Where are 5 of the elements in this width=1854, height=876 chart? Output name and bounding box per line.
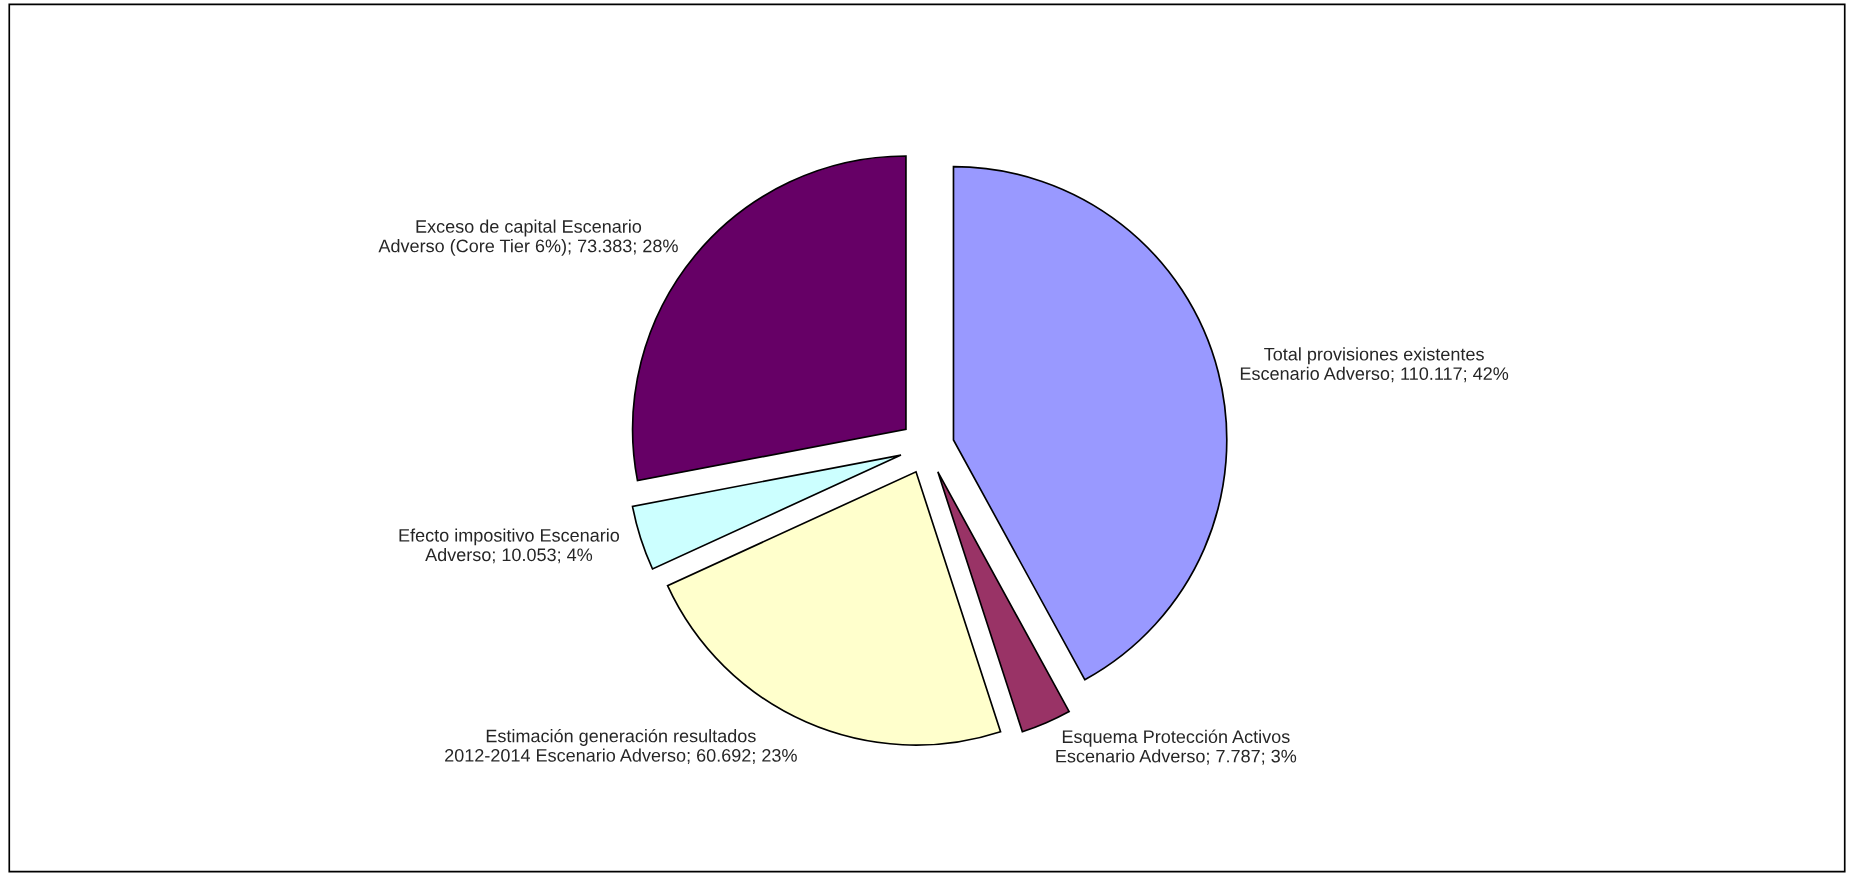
- slice-label: Efecto impositivo Escenario Adverso; 10.053; 4%: [399, 528, 620, 564]
- slice-label: Estimación generación resultados 2012-2014 Escenario Adverso; 60.692; 23%: [445, 728, 797, 764]
- slice-label: Total provisiones existentes Escenario Adverso; 110.117; 42%: [1240, 347, 1509, 383]
- slice-label: Exceso de capital Escenario Adverso (Core Tier 6%); 73.383; 28%: [378, 219, 678, 256]
- slice-label: Esquema Protección Activos Escenario Adverso; 7.787; 3%: [1056, 729, 1297, 765]
